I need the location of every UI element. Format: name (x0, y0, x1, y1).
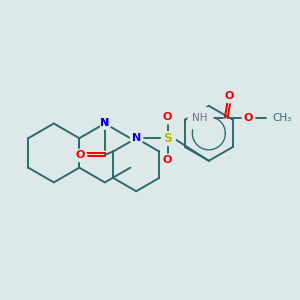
Text: CH₃: CH₃ (272, 112, 292, 123)
Text: N: N (132, 133, 141, 143)
Text: O: O (76, 150, 85, 160)
Text: NH: NH (192, 112, 208, 123)
Text: O: O (224, 91, 234, 101)
Text: N: N (100, 118, 110, 128)
Text: N: N (100, 118, 110, 128)
Text: S: S (163, 132, 172, 145)
Text: O: O (243, 112, 253, 123)
Text: O: O (163, 112, 172, 122)
Text: O: O (163, 155, 172, 165)
